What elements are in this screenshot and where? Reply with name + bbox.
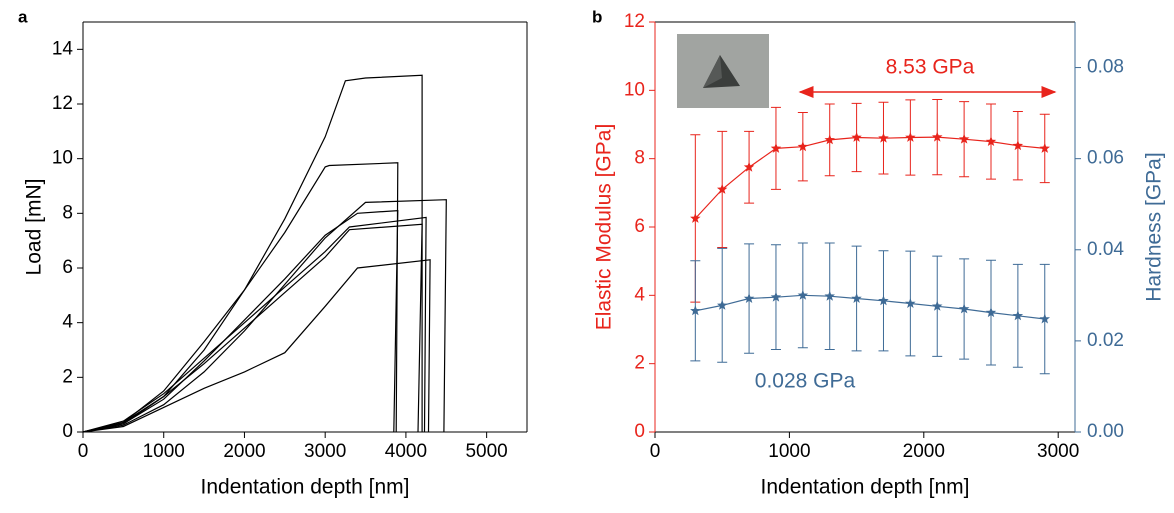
y-tick-label: 12 (52, 93, 73, 114)
point (770, 142, 782, 153)
point (1039, 313, 1050, 324)
point (905, 298, 916, 308)
y2-tick-label: 0.00 (1087, 421, 1124, 442)
point (824, 290, 835, 301)
y-tick-label: 6 (62, 257, 73, 278)
y-tick-label: 0 (634, 421, 645, 442)
curve (82, 209, 399, 433)
point (717, 299, 728, 310)
y-tick-label: 14 (52, 38, 74, 59)
x-tick-label: 1000 (768, 441, 810, 462)
point (797, 141, 809, 152)
inset-photo (677, 34, 769, 108)
point (743, 293, 755, 303)
curve (82, 223, 423, 433)
y-tick-label: 8 (62, 202, 73, 223)
y-tick-label: 2 (634, 353, 645, 374)
y-tick-label: 2 (62, 366, 73, 387)
point (985, 136, 997, 146)
curve (82, 259, 431, 433)
x-tick-label: 1000 (143, 441, 185, 462)
y-axis-label: Load [mN] (23, 179, 46, 276)
x-tick-label: 2000 (903, 441, 945, 462)
point (1039, 142, 1050, 153)
y2-tick-label: 0.06 (1087, 148, 1124, 169)
point (932, 131, 943, 142)
y2-axis-label: Hardness [GPa] (1143, 152, 1166, 301)
x-tick-label: 5000 (465, 441, 507, 462)
y-tick-label: 4 (62, 312, 73, 333)
point (717, 183, 728, 194)
point (1012, 140, 1024, 151)
panel-label: a (18, 7, 28, 26)
point (932, 300, 943, 311)
curve (82, 162, 399, 433)
point (1012, 310, 1024, 321)
curve (82, 216, 427, 433)
x-tick-label: 3000 (304, 441, 346, 462)
y-tick-label: 10 (624, 79, 645, 100)
y2-tick-label: 0.08 (1087, 57, 1124, 78)
point (905, 132, 916, 142)
point (851, 293, 862, 303)
panel-label: b (592, 7, 602, 26)
point (797, 289, 809, 300)
point (824, 134, 835, 145)
point (743, 161, 755, 172)
y-tick-label: 10 (52, 148, 73, 169)
point (851, 132, 862, 142)
y-tick-label: 12 (624, 11, 645, 32)
y-tick-label: 4 (634, 284, 645, 305)
x-axis-label: Indentation depth [nm] (201, 476, 410, 499)
annotation: 8.53 GPa (886, 56, 975, 79)
x-tick-label: 2000 (223, 441, 265, 462)
curve (82, 74, 423, 433)
series-line (695, 294, 1045, 320)
curve (82, 199, 447, 433)
point (878, 132, 889, 143)
y-tick-label: 0 (62, 421, 73, 442)
y2-tick-label: 0.02 (1087, 330, 1124, 351)
y2-tick-label: 0.04 (1087, 239, 1124, 260)
y-tick-label: 8 (634, 148, 645, 169)
x-axis-label: Indentation depth [nm] (761, 476, 970, 499)
y-tick-label: 6 (634, 216, 645, 237)
point (690, 213, 701, 223)
point (878, 295, 889, 306)
series-line (694, 136, 1045, 219)
x-tick-label: 0 (78, 441, 89, 462)
point (958, 133, 970, 144)
point (985, 307, 997, 318)
annotation: 0.028 GPa (755, 370, 856, 393)
x-tick-label: 0 (650, 441, 661, 462)
point (958, 303, 970, 314)
y-axis-label: Elastic Modulus [GPa] (593, 124, 616, 331)
x-tick-label: 3000 (1037, 441, 1079, 462)
point (690, 305, 701, 316)
x-tick-label: 4000 (385, 441, 427, 462)
point (770, 291, 782, 302)
